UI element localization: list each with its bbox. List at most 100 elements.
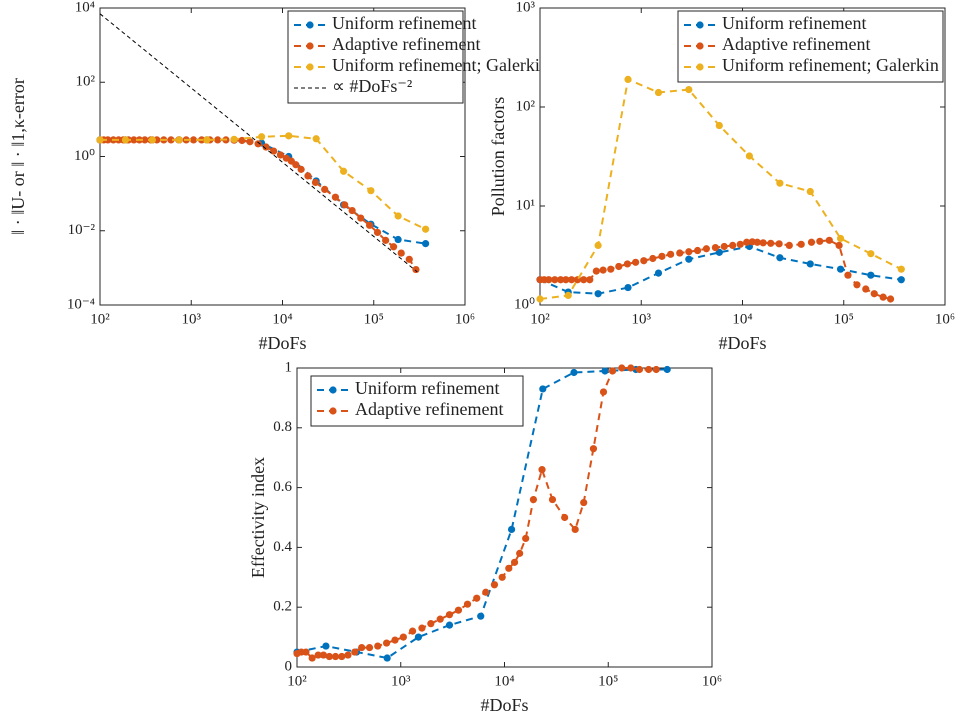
data-point: [640, 257, 648, 265]
data-point: [615, 262, 623, 271]
x-axis-label: #DoFs: [480, 695, 528, 715]
data-point: [427, 620, 435, 628]
data-point: [238, 136, 246, 145]
data-point: [141, 136, 149, 144]
y-tick-label: 10⁰: [74, 148, 95, 164]
data-point: [121, 136, 130, 144]
data-point: [685, 85, 693, 94]
data-point: [785, 241, 793, 249]
data-point: [835, 241, 843, 249]
data-point: [729, 241, 737, 249]
y-tick-label: 10²: [516, 98, 536, 114]
data-point: [654, 269, 663, 277]
data-point: [276, 151, 285, 159]
x-tick-label: 10⁵: [834, 311, 854, 327]
data-point: [421, 225, 430, 233]
data-point: [564, 291, 572, 300]
data-point: [753, 238, 761, 246]
data-point: [870, 290, 878, 298]
data-point: [561, 513, 569, 522]
x-tick-label: 10³: [391, 673, 411, 689]
data-point: [685, 248, 693, 256]
data-point: [562, 276, 570, 284]
data-point: [367, 187, 375, 195]
data-point: [654, 88, 663, 97]
data-point: [736, 240, 744, 248]
data-point: [148, 136, 156, 144]
y-axis-label: Effectivity index: [248, 457, 268, 578]
data-point: [548, 495, 557, 504]
data-point: [322, 642, 330, 650]
y-tick-label: 10⁴: [75, 0, 95, 15]
data-point: [586, 276, 594, 284]
y-tick-label: 0.6: [273, 479, 292, 495]
data-point: [658, 252, 666, 260]
data-point: [759, 239, 767, 247]
data-point: [667, 250, 675, 258]
data-point: [529, 495, 538, 504]
x-axis-label: #DoFs: [718, 333, 766, 353]
data-point: [652, 365, 660, 374]
legend-label: Uniform refinement: [332, 13, 476, 33]
data-point: [365, 221, 374, 229]
data-point: [311, 178, 320, 187]
legend-label: Adaptive refinement: [332, 34, 480, 54]
data-point: [341, 201, 349, 209]
data-point: [331, 652, 340, 661]
x-tick-label: 10⁶: [455, 311, 475, 327]
x-tick-label: 10⁴: [732, 311, 752, 327]
data-point: [571, 525, 579, 534]
x-tick-label: 10²: [287, 673, 307, 689]
legend-marker: [696, 21, 704, 29]
y-tick-label: 0.2: [273, 599, 292, 615]
data-point: [246, 138, 254, 146]
data-point: [649, 254, 657, 263]
data-point: [663, 365, 671, 374]
legend-label: Adaptive refinement: [722, 34, 870, 54]
data-point: [339, 167, 348, 175]
data-point: [702, 245, 710, 253]
data-point: [599, 266, 607, 274]
data-point: [853, 281, 861, 289]
legend-marker: [329, 407, 337, 415]
data-point: [807, 238, 816, 246]
data-point: [836, 234, 845, 243]
legend-box: [677, 10, 944, 83]
data-point: [382, 236, 390, 244]
data-point: [601, 367, 609, 375]
data-point: [507, 525, 516, 534]
series-line: [99, 13, 418, 273]
data-point: [357, 214, 365, 222]
data-point: [539, 385, 547, 393]
x-tick-label: 10²: [90, 311, 110, 327]
data-point: [270, 147, 278, 155]
data-point: [897, 276, 905, 284]
data-point: [308, 654, 316, 662]
data-point: [623, 260, 632, 268]
y-tick-label: 0.4: [273, 539, 292, 555]
data-point: [394, 235, 402, 244]
data-point: [397, 249, 405, 257]
legend-label: Adaptive refinement: [355, 399, 503, 419]
subplot: 10² 10³ 10⁴ 10⁵ 10⁶ 0 0.2 0.4 0.6 0.8 1 #DoFs Effect…: [248, 359, 722, 715]
legend-marker: [696, 63, 704, 71]
data-point: [867, 250, 875, 258]
data-point: [720, 242, 728, 251]
y-axis-label: ‖ · ‖U- or ‖ · ‖1,κ-error: [8, 78, 28, 235]
data-point: [358, 643, 366, 652]
data-point: [498, 573, 506, 581]
legend-marker: [696, 42, 704, 50]
data-point: [96, 136, 104, 144]
data-point: [767, 239, 775, 247]
data-point: [618, 364, 626, 372]
data-point: [297, 165, 305, 173]
data-point: [365, 643, 374, 652]
y-tick-label: 0: [285, 658, 293, 674]
data-point: [580, 276, 588, 284]
data-point: [482, 588, 490, 596]
legend-marker: [306, 21, 314, 29]
data-point: [551, 276, 559, 284]
data-point: [836, 265, 845, 273]
